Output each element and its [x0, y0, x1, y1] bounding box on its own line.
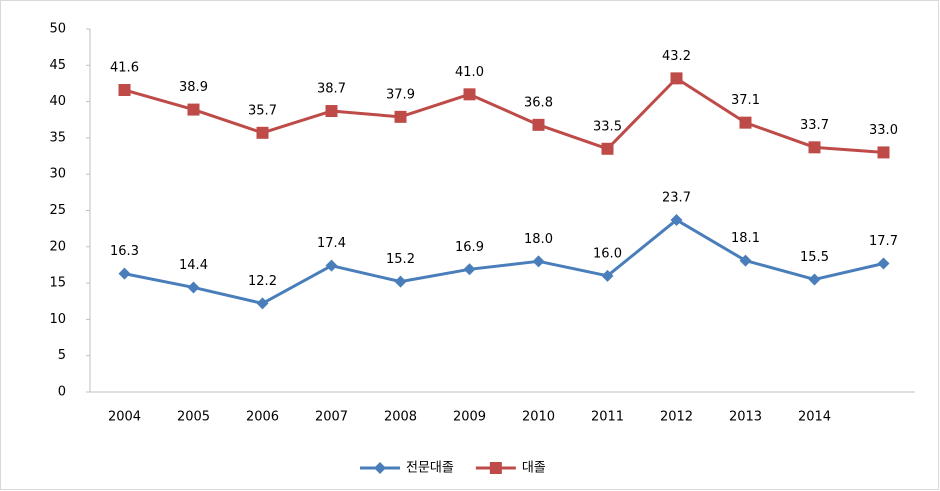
data-label: 14.4: [179, 258, 208, 273]
y-tick-label: 50: [49, 22, 66, 37]
data-label: 15.2: [386, 252, 415, 267]
point-marker: [877, 257, 890, 270]
data-label: 35.7: [248, 103, 277, 118]
y-tick-label: 15: [49, 276, 66, 291]
data-label: 15.5: [800, 250, 829, 265]
y-tick-label: 10: [49, 312, 66, 327]
point-marker: [187, 281, 200, 294]
data-label: 37.9: [386, 87, 415, 102]
data-label: 33.5: [593, 119, 622, 134]
data-label: 18.0: [524, 232, 553, 247]
point-marker: [532, 118, 545, 131]
point-marker: [670, 72, 683, 85]
point-marker: [394, 275, 407, 288]
data-label: 33.0: [869, 123, 898, 138]
data-label: 16.9: [455, 240, 484, 255]
x-tick-label: 2008: [384, 410, 417, 425]
point-marker: [601, 269, 614, 282]
point-marker: [601, 142, 614, 155]
data-label: 16.3: [110, 244, 139, 259]
point-marker: [325, 259, 338, 272]
point-marker: [394, 110, 407, 123]
point-marker: [256, 126, 269, 139]
legend-label: 대졸: [522, 461, 546, 476]
point-marker: [463, 263, 476, 276]
data-label: 41.0: [455, 65, 484, 80]
point-marker: [187, 103, 200, 116]
data-label: 16.0: [593, 246, 622, 261]
point-marker: [808, 141, 821, 154]
data-label: 41.6: [110, 60, 139, 75]
point-marker: [808, 273, 821, 286]
x-tick-label: 2012: [660, 410, 693, 425]
x-tick-label: 2006: [246, 410, 279, 425]
point-marker: [118, 267, 131, 280]
data-label: 17.4: [317, 236, 346, 251]
data-label: 12.2: [248, 274, 277, 289]
x-tick-label: 2011: [591, 410, 624, 425]
y-tick-label: 25: [49, 203, 66, 218]
point-marker: [532, 255, 545, 268]
series-line: [124, 76, 884, 154]
x-tick-label: 2009: [453, 410, 486, 425]
y-tick-label: 45: [49, 58, 66, 73]
data-label: 18.1: [731, 231, 760, 246]
x-tick-label: 2005: [177, 410, 210, 425]
y-tick-label: 30: [49, 167, 66, 182]
x-tick-label: 2010: [522, 410, 555, 425]
y-tick-label: 35: [49, 130, 66, 145]
data-label: 38.9: [179, 80, 208, 95]
point-marker: [118, 83, 131, 96]
legend-label: 전문대졸: [406, 461, 454, 476]
legend-marker: [489, 462, 502, 474]
point-marker: [739, 116, 752, 129]
x-tick-label: 2013: [729, 410, 762, 425]
y-tick-label: 0: [58, 385, 66, 400]
data-label: 17.7: [869, 234, 898, 249]
point-marker: [325, 105, 338, 118]
data-label: 33.7: [800, 118, 829, 133]
point-marker: [256, 297, 269, 310]
y-tick-label: 20: [49, 239, 66, 254]
data-label: 37.1: [731, 93, 760, 108]
x-tick-label: 2014: [798, 410, 831, 425]
data-label: 43.2: [662, 49, 691, 64]
legend-marker: [374, 462, 386, 474]
point-marker: [463, 88, 476, 101]
point-marker: [670, 213, 683, 226]
data-label: 23.7: [662, 190, 691, 205]
x-tick-label: 2007: [315, 410, 348, 425]
y-tick-label: 40: [49, 94, 66, 109]
data-label: 38.7: [317, 82, 346, 97]
x-tick-label: 2004: [108, 410, 141, 425]
point-marker: [739, 254, 752, 267]
point-marker: [877, 146, 890, 159]
y-tick-label: 5: [58, 348, 66, 363]
data-label: 36.8: [524, 95, 553, 110]
series-line: [124, 218, 884, 305]
